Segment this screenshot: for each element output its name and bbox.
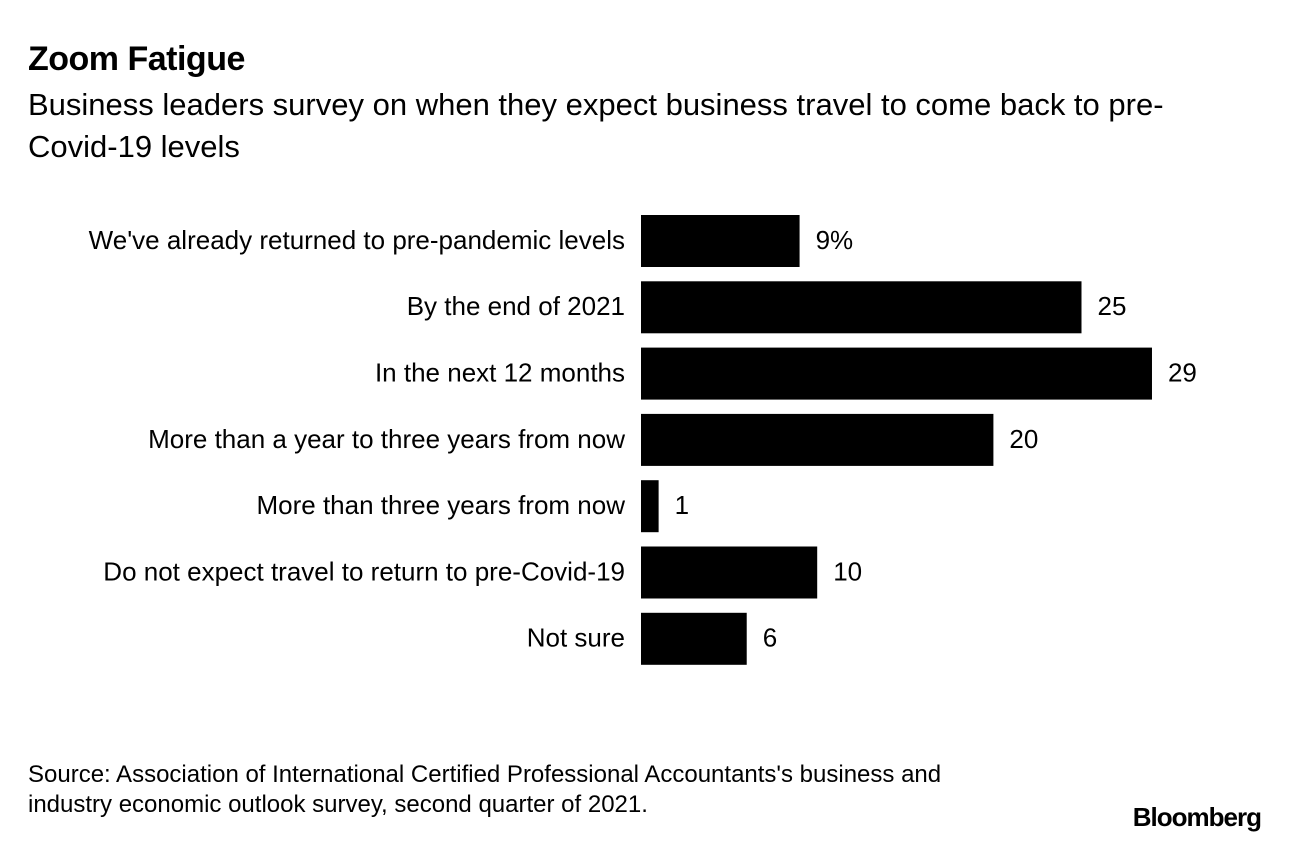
source-note: Source: Association of International Cer… bbox=[28, 761, 942, 818]
category-label: In the next 12 months bbox=[375, 357, 625, 387]
bar bbox=[641, 546, 818, 599]
chart: We've already returned to pre-pandemic l… bbox=[89, 215, 1197, 665]
bar bbox=[641, 480, 659, 533]
bar bbox=[641, 215, 800, 267]
category-label: Not sure bbox=[527, 623, 625, 653]
value-label: 10 bbox=[833, 556, 862, 586]
bar bbox=[641, 347, 1152, 400]
value-label: 20 bbox=[1009, 424, 1038, 454]
chart-subtitle: Business leaders survey on when they exp… bbox=[28, 87, 1164, 164]
category-label: We've already returned to pre-pandemic l… bbox=[89, 225, 625, 255]
bar bbox=[641, 612, 747, 665]
chart-title: Zoom Fatigue bbox=[28, 40, 245, 78]
value-label: 9% bbox=[816, 225, 854, 255]
category-label: More than a year to three years from now bbox=[148, 424, 625, 454]
value-label: 6 bbox=[763, 623, 777, 653]
category-label: More than three years from now bbox=[257, 490, 626, 520]
logo: Bloomberg bbox=[1132, 802, 1262, 832]
category-label: By the end of 2021 bbox=[407, 291, 625, 321]
category-label: Do not expect travel to return to pre-Co… bbox=[103, 556, 625, 586]
value-label: 1 bbox=[675, 490, 689, 520]
value-label: 29 bbox=[1168, 357, 1197, 387]
bar bbox=[641, 413, 994, 466]
bar bbox=[641, 281, 1082, 334]
value-label: 25 bbox=[1098, 291, 1127, 321]
